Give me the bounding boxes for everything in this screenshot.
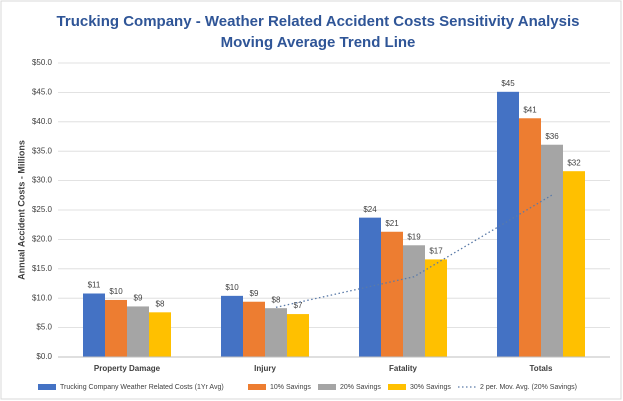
chart-subtitle: Moving Average Trend Line bbox=[221, 34, 416, 51]
legend-swatch bbox=[318, 384, 336, 390]
y-axis-label: Annual Accident Costs - Millions bbox=[16, 140, 26, 280]
bar bbox=[541, 144, 563, 357]
x-tick-label: Injury bbox=[254, 364, 276, 373]
value-label: $10 bbox=[225, 283, 239, 292]
y-tick-label: $20.0 bbox=[32, 235, 53, 244]
y-tick-label: $10.0 bbox=[32, 293, 53, 302]
x-tick-label: Totals bbox=[530, 364, 554, 373]
x-tick-label: Property Damage bbox=[94, 364, 161, 373]
bar bbox=[425, 259, 447, 357]
y-tick-label: $30.0 bbox=[32, 176, 53, 185]
y-tick-label: $5.0 bbox=[36, 323, 52, 332]
y-tick-label: $40.0 bbox=[32, 117, 53, 126]
value-label: $9 bbox=[134, 294, 143, 303]
bar bbox=[265, 308, 287, 357]
legend-label: 30% Savings bbox=[410, 384, 451, 391]
x-tick-label: Fatality bbox=[389, 364, 418, 373]
value-label: $41 bbox=[523, 105, 537, 114]
y-tick-label: $0.0 bbox=[36, 352, 52, 361]
bar bbox=[403, 245, 425, 357]
bar bbox=[519, 118, 541, 357]
legend-swatch bbox=[38, 384, 56, 390]
value-label: $10 bbox=[109, 287, 123, 296]
value-label: $11 bbox=[88, 281, 101, 290]
bar bbox=[381, 231, 403, 357]
bar bbox=[563, 171, 585, 357]
value-label: $17 bbox=[429, 247, 443, 256]
y-tick-label: $50.0 bbox=[32, 58, 53, 67]
bar bbox=[149, 312, 171, 357]
value-label: $7 bbox=[294, 301, 303, 310]
value-label: $8 bbox=[156, 299, 165, 308]
bar bbox=[287, 314, 309, 357]
trend-line bbox=[275, 194, 553, 308]
chart-title: Trucking Company - Weather Related Accid… bbox=[57, 13, 580, 30]
legend-swatch bbox=[248, 384, 266, 390]
legend-label: 2 per. Mov. Avg. (20% Savings) bbox=[480, 384, 577, 391]
value-label: $9 bbox=[250, 289, 259, 298]
y-tick-label: $25.0 bbox=[32, 205, 53, 214]
value-label: $36 bbox=[545, 132, 559, 141]
value-label: $45 bbox=[501, 79, 515, 88]
value-label: $19 bbox=[407, 232, 421, 241]
bar bbox=[497, 91, 519, 357]
bar bbox=[127, 306, 149, 357]
legend-label: Trucking Company Weather Related Costs (… bbox=[60, 384, 224, 391]
y-tick-label: $15.0 bbox=[32, 264, 53, 273]
y-tick-label: $35.0 bbox=[32, 146, 53, 155]
bar bbox=[243, 301, 265, 357]
bar bbox=[83, 293, 105, 357]
y-tick-label: $45.0 bbox=[32, 88, 53, 97]
legend-swatch bbox=[388, 384, 406, 390]
value-label: $32 bbox=[567, 158, 581, 167]
legend-label: 10% Savings bbox=[270, 384, 311, 391]
value-label: $8 bbox=[272, 295, 281, 304]
bar bbox=[359, 217, 381, 357]
value-label: $21 bbox=[385, 219, 399, 228]
bar bbox=[221, 295, 243, 357]
bar bbox=[105, 299, 127, 357]
value-label: $24 bbox=[363, 205, 377, 214]
legend-label: 20% Savings bbox=[340, 384, 381, 391]
